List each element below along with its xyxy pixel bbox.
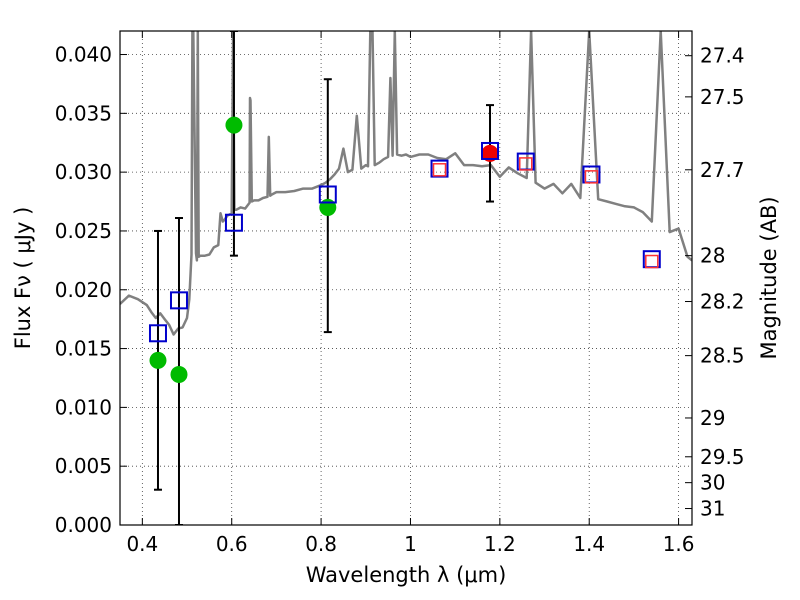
x-tick-label: 0.6 — [216, 532, 248, 556]
data-point — [170, 365, 188, 383]
y-tick-label: 0.030 — [55, 160, 112, 184]
mag-tick-label: 27.7 — [700, 158, 745, 182]
mag-tick-label: 27.5 — [700, 85, 745, 109]
model-point — [148, 324, 167, 343]
y-tick-label: 0.015 — [55, 337, 112, 361]
spectrum — [120, 31, 692, 336]
y-tick-label: 0.025 — [55, 219, 112, 243]
y-tick-label: 0.010 — [55, 395, 112, 419]
model-point — [430, 159, 449, 178]
spectrum-line — [120, 31, 692, 336]
mag-tick-label: 28.5 — [700, 344, 745, 368]
x-tick-label: 1 — [404, 532, 417, 556]
error-bars — [153, 31, 495, 525]
y-tick-label: 0.040 — [55, 43, 112, 67]
model-point — [645, 254, 659, 269]
mag-tick-label: 29.5 — [700, 445, 745, 469]
model-point — [432, 163, 447, 177]
mag-tick-label: 30 — [700, 471, 725, 495]
x-axis-label: Wavelength λ (μm) — [306, 563, 507, 587]
y-axis-label: Flux Fν ( μJy ) — [11, 207, 35, 350]
x-tick-label: 1.6 — [663, 532, 695, 556]
y-tick-label: 0.005 — [55, 454, 112, 478]
markers — [148, 116, 661, 383]
y2-axis-label: Magnitude (AB) — [757, 196, 781, 359]
plot-frame — [119, 30, 693, 526]
x-tick-label: 0.4 — [126, 532, 158, 556]
x-tick-label: 1.4 — [573, 532, 605, 556]
model-point — [318, 185, 337, 204]
model-point — [169, 291, 188, 310]
mag-tick-label: 29 — [700, 406, 725, 430]
data-point — [225, 116, 243, 134]
model-point — [519, 157, 533, 171]
model-point — [481, 141, 500, 160]
x-tick-label: 1.2 — [484, 532, 516, 556]
mag-tick-label: 27.4 — [700, 44, 745, 68]
y-tick-label: 0.020 — [55, 278, 112, 302]
mag-tick-label: 28 — [700, 244, 725, 268]
model-point — [224, 213, 243, 232]
grid — [120, 31, 692, 526]
mag-tick-label: 31 — [700, 497, 725, 521]
ticks: 0.4 0.6 0.8 1 1.2 1.4 1.6 0.000 0.005 0.010 0.015 0… — [55, 31, 745, 556]
mag-tick-label: 28.2 — [700, 290, 745, 314]
data-point — [149, 351, 167, 369]
x-tick-label: 0.8 — [305, 532, 337, 556]
model-point — [584, 170, 599, 184]
y-tick-label: 0.000 — [55, 513, 112, 537]
y-tick-label: 0.035 — [55, 101, 112, 125]
